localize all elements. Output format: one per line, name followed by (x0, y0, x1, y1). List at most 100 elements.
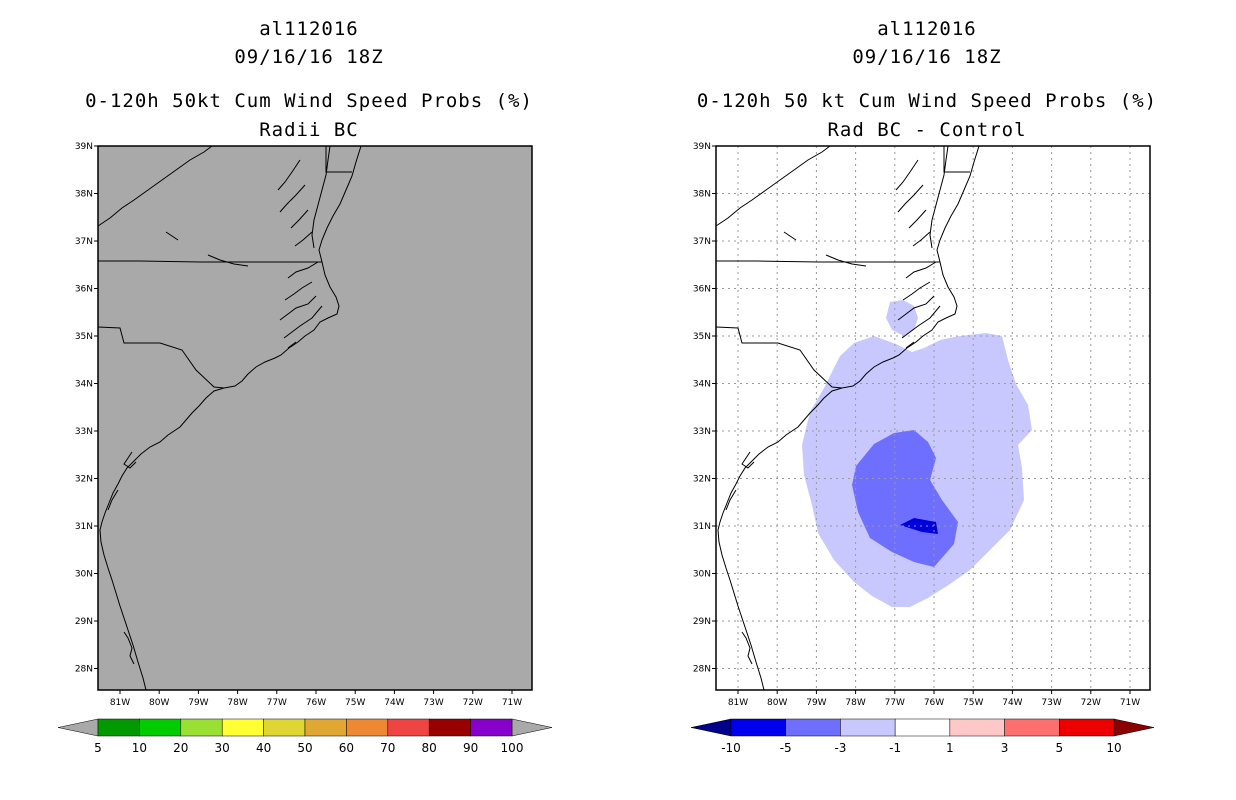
left-colorbar-label: 10 (132, 741, 147, 755)
right-panel: al112016 09/16/16 18Z 0-120h 50 kt Cum W… (618, 0, 1236, 800)
left-lon-label: 72W (463, 698, 483, 708)
left-colorbar-label: 60 (339, 741, 354, 755)
right-lon-label: 75W (963, 698, 983, 708)
right-colorbar-swatch (894, 718, 951, 737)
right-colorbar-under-arrow (690, 718, 732, 737)
left-map: 39N 38N 37N 36N 35N 34N 33N 32N 31N 30N 29N 28N 81W 8… (57, 142, 553, 755)
left-colorbar-swatch (263, 718, 306, 737)
left-colorbar-label: 90 (463, 741, 478, 755)
right-state-boundary (716, 260, 940, 263)
right-lat-label: 31N (693, 522, 711, 532)
left-colorbar-swatch (97, 718, 140, 737)
right-colorbar-swatch (730, 718, 786, 737)
right-colorbar-label: -1 (889, 741, 901, 755)
right-lat-label: 29N (693, 617, 711, 627)
left-coastline-segment (107, 489, 119, 511)
left-lat-label: 39N (75, 142, 93, 152)
left-map-frame (97, 145, 533, 691)
right-coastline-segment (912, 231, 931, 247)
right-lat-label: 39N (693, 142, 711, 152)
left-colorbar-swatch (180, 718, 223, 737)
right-colorbar-label: -3 (834, 741, 846, 755)
left-coastline-segment (99, 145, 362, 691)
right-coastline-segment (929, 145, 949, 249)
left-colorbar-label: 5 (94, 741, 102, 755)
left-lat-label: 38N (75, 190, 93, 200)
left-colorbar-swatch (139, 718, 182, 737)
left-lon-label: 77W (267, 698, 287, 708)
left-lat-label: 37N (75, 237, 93, 247)
right-colorbar-swatch (1004, 718, 1060, 737)
left-coastline (97, 145, 362, 691)
right-lon-label: 80W (767, 698, 787, 708)
right-datetime: 09/16/16 18Z (852, 46, 1002, 68)
left-colorbar-label: 40 (256, 741, 271, 755)
left-lon-label: 78W (227, 698, 247, 708)
left-lat-label: 29N (75, 617, 93, 627)
right-colorbar-label: -5 (780, 741, 792, 755)
left-coastline-segment (283, 305, 323, 339)
right-lat-label: 36N (693, 285, 711, 295)
left-colorbar-swatch (346, 718, 389, 737)
left-coastline-segment (279, 295, 317, 321)
left-lat-label: 28N (75, 665, 93, 675)
right-title: 0-120h 50 kt Cum Wind Speed Probs (%) (696, 90, 1158, 112)
right-coastline-segment (905, 341, 915, 349)
left-lat-label: 36N (75, 285, 93, 295)
left-lat-label: 30N (75, 570, 93, 580)
left-lon-label: 73W (423, 698, 443, 708)
left-colorbar-swatch (428, 718, 471, 737)
right-lon-label: 81W (728, 698, 748, 708)
left-subtitle: Radii BC (259, 119, 359, 141)
left-datetime: 09/16/16 18Z (234, 46, 384, 68)
left-colorbar-swatch (221, 718, 264, 737)
right-coastline-segment (895, 159, 919, 191)
right-state-boundary (715, 326, 843, 389)
right-coastline-segment (943, 146, 970, 173)
right-state-boundary (715, 145, 831, 227)
left-coastline-segment (294, 231, 313, 247)
left-colorbar-over-arrow (511, 718, 553, 737)
right-contour-small-area (886, 300, 918, 336)
left-storm-id: al112016 (259, 18, 359, 40)
left-axis-ticks: 39N 38N 37N 36N 35N 34N 33N 32N 31N 30N 29N 28N 81W 8… (75, 142, 522, 708)
right-contour-dark-area (900, 518, 938, 534)
right-lon-label: 73W (1041, 698, 1061, 708)
left-lon-label: 80W (149, 698, 169, 708)
right-colorbar-label: 1 (946, 741, 954, 755)
left-colorbar-label: 20 (173, 741, 188, 755)
right-difference-contours (802, 300, 1032, 607)
right-grid-lines (716, 145, 1150, 690)
left-coastline-segment (311, 145, 331, 249)
right-subtitle: Rad BC - Control (827, 119, 1027, 141)
right-coastline-segment (902, 281, 931, 301)
left-title: 0-120h 50kt Cum Wind Speed Probs (%) (85, 90, 533, 112)
right-coastline-segment (717, 145, 980, 691)
left-colorbar-label: 50 (297, 741, 312, 755)
right-coastline-segment (725, 489, 737, 511)
left-colorbar-under-arrow (57, 718, 99, 737)
left-colorbar-label: 30 (215, 741, 230, 755)
left-state-boundary (97, 145, 213, 227)
right-coastline-segment (901, 305, 941, 339)
left-colorbar-swatch (387, 718, 430, 737)
left-lon-label: 81W (110, 698, 130, 708)
right-coastline-segment (897, 184, 924, 213)
right-colorbar: -10 -5 -3 -1 1 3 5 10 (690, 718, 1155, 755)
right-map: 39N 38N 37N 36N 35N 34N 33N 32N 31N 30N 29N 28N 81W 8… (690, 142, 1155, 755)
right-coastline-segment (905, 261, 937, 279)
right-lat-label: 34N (693, 380, 711, 390)
right-storm-id: al112016 (877, 18, 977, 40)
left-lat-label: 32N (75, 475, 93, 485)
left-coastline-segment (123, 451, 137, 469)
left-coastline-segment (165, 231, 179, 241)
left-state-boundary (97, 326, 225, 389)
right-colorbar-label: 10 (1106, 741, 1121, 755)
right-lon-label: 74W (1002, 698, 1022, 708)
right-lat-label: 33N (693, 427, 711, 437)
left-colorbar-label: 100 (501, 741, 524, 755)
left-lon-label: 75W (345, 698, 365, 708)
left-colorbar: 5 10 20 30 40 50 60 70 80 90 100 (57, 718, 553, 755)
right-coastline-segment (908, 209, 927, 229)
right-coastline-segment (741, 451, 755, 469)
